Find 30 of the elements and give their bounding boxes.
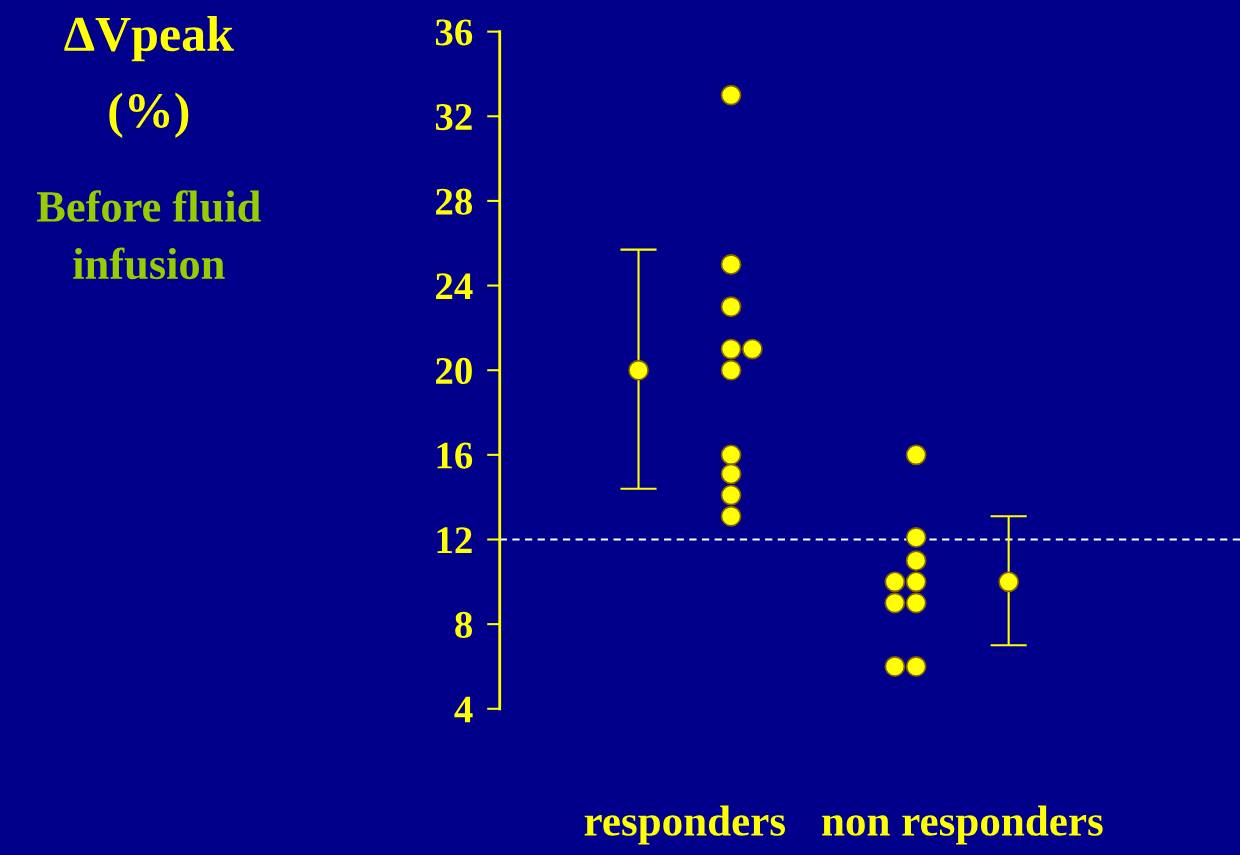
point	[720, 254, 742, 275]
point	[720, 505, 742, 527]
text: Before fluid infusion	[36, 190, 261, 280]
chart-title: ΔVpeak (%)	[64, 15, 234, 138]
y-tick-label: 32	[435, 104, 472, 131]
point	[720, 463, 742, 485]
y-tick-label: 12	[437, 527, 472, 553]
y-tick-label: 36	[435, 19, 473, 46]
point	[628, 359, 649, 381]
y-tick-label: 4	[454, 696, 473, 723]
point	[905, 550, 927, 572]
point	[720, 338, 742, 360]
text: responders	[584, 805, 786, 845]
y-tick-label: 24	[436, 273, 473, 300]
point	[905, 571, 927, 593]
point	[720, 444, 742, 466]
point	[998, 571, 1020, 593]
point	[720, 359, 742, 381]
y-tick-label: 8	[455, 611, 473, 639]
text: non responders	[822, 805, 1103, 845]
y-tick-label: 28	[436, 188, 473, 215]
point	[905, 444, 927, 466]
y-tick-label: 16	[437, 442, 473, 469]
point	[720, 484, 742, 506]
y-tick-label: 20	[436, 357, 472, 385]
point	[905, 526, 927, 548]
point	[905, 656, 927, 677]
point	[905, 592, 927, 614]
point	[720, 296, 742, 318]
point	[720, 84, 742, 106]
